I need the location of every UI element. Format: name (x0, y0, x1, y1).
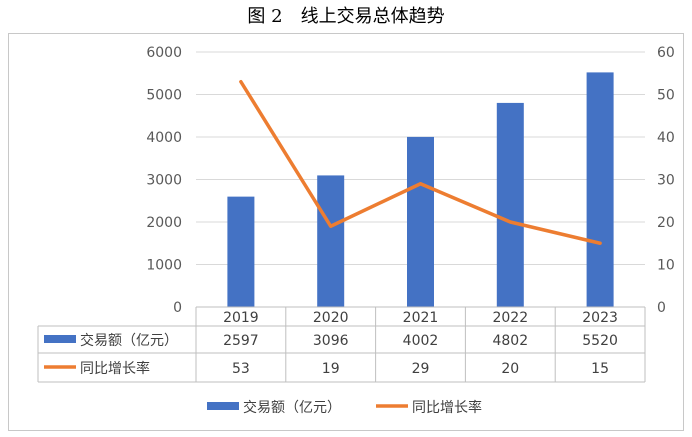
y-left-tick-label: 1000 (146, 258, 182, 274)
legend-bar-swatch (207, 402, 239, 410)
y-left-tick-label: 0 (173, 300, 182, 316)
y-right-tick-label: 40 (657, 130, 675, 146)
x-tick-label: 2021 (403, 310, 439, 326)
y-left-tick-label: 5000 (146, 88, 182, 104)
table-cell-value: 53 (232, 361, 250, 377)
chart-frame (8, 33, 684, 431)
legend-label: 同比增长率 (412, 399, 482, 416)
y-right-tick-label: 0 (657, 300, 666, 316)
table-legend-bar-swatch (44, 335, 76, 343)
bar (227, 196, 255, 307)
y-right-tick-label: 10 (657, 258, 675, 274)
y-right-tick-label: 20 (657, 215, 675, 231)
y-right-tick-label: 30 (657, 173, 675, 189)
table-cell-value: 29 (412, 361, 430, 377)
x-tick-label: 2023 (582, 310, 618, 326)
y-left-tick-label: 4000 (146, 130, 182, 146)
bar (586, 72, 614, 308)
bar (317, 175, 345, 307)
y-right-tick-label: 60 (657, 45, 675, 61)
bar (407, 136, 434, 307)
y-left-tick-label: 6000 (146, 45, 182, 61)
x-tick-label: 2019 (223, 310, 259, 326)
line-point (598, 241, 602, 245)
chart-title: 图 2 线上交易总体趋势 (247, 6, 445, 27)
bar (496, 102, 524, 307)
table-cell-value: 2597 (223, 333, 259, 349)
y-right-tick-label: 50 (657, 88, 675, 104)
table-cell-value: 3096 (313, 333, 349, 349)
legend-label: 交易额（亿元） (243, 399, 341, 416)
table-cell-value: 15 (591, 361, 609, 377)
x-tick-label: 2020 (313, 310, 349, 326)
table-cell-value: 4002 (403, 333, 439, 349)
table-series-name: 交易额（亿元） (80, 332, 178, 349)
table-cell-value: 5520 (582, 333, 618, 349)
table-cell-value: 4802 (492, 333, 528, 349)
table-series-name: 同比增长率 (80, 360, 150, 377)
x-tick-label: 2022 (492, 310, 528, 326)
table-cell-value: 19 (322, 361, 340, 377)
line-point (419, 182, 422, 186)
y-left-tick-label: 2000 (146, 215, 182, 231)
table-cell-value: 20 (501, 361, 519, 377)
y-left-tick-label: 3000 (146, 173, 182, 189)
line-point (508, 220, 512, 224)
line-point (329, 224, 333, 228)
line-point (239, 80, 243, 84)
